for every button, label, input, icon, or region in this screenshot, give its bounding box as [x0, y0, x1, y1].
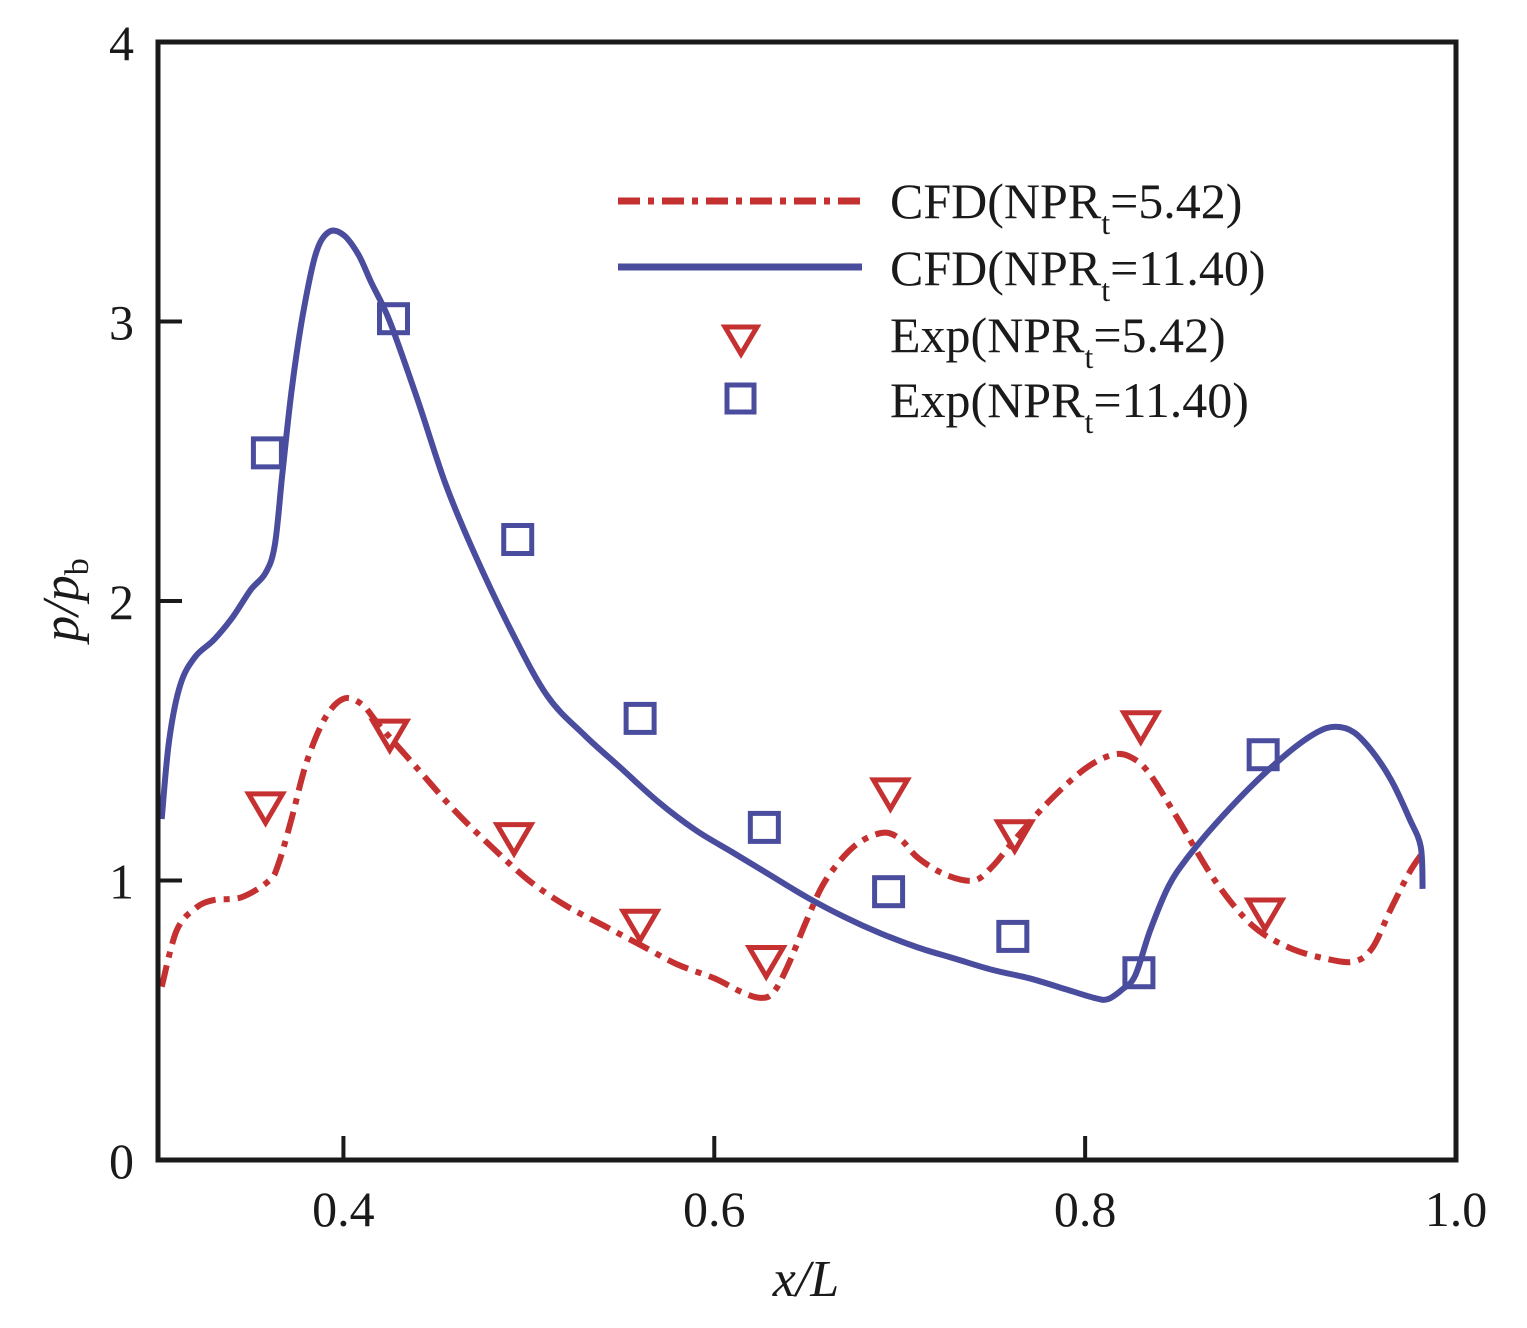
svg-text:p/pb: p/pb — [33, 558, 96, 645]
data-point-exp-nprt-5-42 — [1119, 710, 1163, 747]
data-point-exp-nprt-11-40 — [872, 875, 906, 909]
data-point-exp-nprt-11-40 — [1246, 738, 1280, 772]
data-point-exp-nprt-11-40 — [747, 810, 781, 844]
marker-layer — [244, 302, 1287, 990]
y-tick-label: 2 — [109, 574, 134, 630]
legend-swatch-exp-11-40 — [724, 382, 757, 415]
x-tick-label: 1.0 — [1425, 1181, 1488, 1237]
y-axis-title-main: p/p — [33, 575, 90, 645]
legend-label-exp-11-40: Exp(NPRt=11.40) — [890, 372, 1249, 440]
data-point-exp-nprt-5-42 — [244, 791, 287, 828]
tick-layer: 0.4 0.6 0.8 1.0 0 1 2 3 4 — [109, 15, 1487, 1237]
data-point-exp-nprt-11-40 — [623, 701, 657, 735]
legend-label-exp-5-42: Exp(NPRt=5.42) — [890, 307, 1226, 375]
data-point-exp-nprt-5-42 — [1243, 897, 1287, 934]
legend: CFD(NPRt=5.42) CFD(NPRt=11.40) Exp(NPRt=… — [618, 173, 1266, 440]
legend-swatch-exp-5-42 — [720, 324, 762, 359]
data-point-exp-nprt-5-42 — [869, 777, 912, 814]
y-tick-label: 0 — [109, 1133, 134, 1189]
legend-label-cfd-5-42: CFD(NPRt=5.42) — [890, 173, 1242, 241]
series-line-cfd-nprt-11-40 — [158, 227, 1426, 1003]
series-layer — [158, 227, 1426, 1003]
data-point-exp-nprt-11-40 — [501, 523, 535, 557]
y-axis-title-sub: b — [59, 558, 96, 575]
legend-label-cfd-11-40: CFD(NPRt=11.40) — [890, 240, 1266, 308]
data-point-exp-nprt-5-42 — [492, 822, 536, 859]
data-point-exp-nprt-5-42 — [618, 908, 662, 946]
x-tick-label: 0.6 — [683, 1181, 746, 1237]
x-tick-label: 0.4 — [312, 1181, 375, 1237]
data-point-exp-nprt-11-40 — [376, 302, 410, 336]
y-tick-label: 1 — [109, 854, 134, 910]
series-line-cfd-nprt-5-42 — [158, 695, 1424, 1001]
x-tick-label: 0.8 — [1054, 1181, 1117, 1237]
data-point-exp-nprt-5-42 — [368, 718, 412, 756]
data-point-exp-nprt-5-42 — [744, 945, 788, 982]
y-tick-label: 4 — [109, 15, 134, 71]
data-point-exp-nprt-11-40 — [250, 436, 284, 470]
data-point-exp-nprt-11-40 — [996, 919, 1030, 953]
x-axis-title: x/L — [772, 1251, 839, 1308]
y-axis-title: p/pb — [33, 558, 96, 645]
data-point-exp-nprt-5-42 — [993, 819, 1037, 856]
y-tick-label: 3 — [109, 295, 134, 351]
data-point-exp-nprt-11-40 — [1122, 956, 1156, 990]
plot-frame — [155, 39, 1459, 1163]
